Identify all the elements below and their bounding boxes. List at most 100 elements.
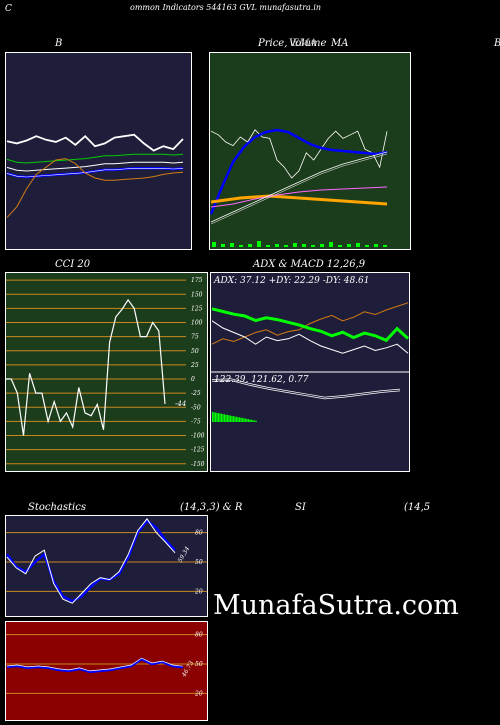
volume-bar [320, 244, 324, 247]
cci-tick-label: 100 [191, 320, 203, 327]
macd-histogram-bar [212, 412, 214, 422]
stoch-tick-label: 20 [194, 588, 203, 595]
macd-histogram-bar [240, 417, 242, 422]
cci-tick-label: 0 [191, 376, 195, 383]
macd-histogram-bar [255, 420, 257, 422]
macd-histogram-bar [234, 416, 236, 422]
stoch-d-line [5, 519, 176, 603]
volume-bar [284, 245, 288, 247]
macd-histogram-bar [221, 413, 223, 422]
macd-histogram-bar [248, 419, 250, 422]
rsi-tick-label: 50 [195, 661, 203, 668]
price-ma-white [210, 151, 388, 223]
rsi-tick-label: 80 [195, 632, 203, 639]
macd-histogram-bar [249, 419, 251, 422]
price-ema-label: EMA [292, 38, 317, 49]
rsi-params: (14,5 [404, 502, 431, 513]
cci-tick-label: -100 [191, 433, 205, 440]
bollinger-chart [5, 52, 192, 250]
macd-histogram-bar [245, 418, 247, 422]
cci-tick-label: 125 [191, 305, 203, 312]
corner-letter: C [5, 4, 12, 14]
stoch-params: (14,3,3) & R [180, 502, 243, 513]
bb-orange-ma [6, 158, 184, 218]
volume-bar [329, 242, 333, 247]
bb-title: B [55, 38, 63, 49]
macd-histogram-bar [215, 412, 217, 422]
volume-bar [230, 243, 234, 247]
macd-histogram-bar [216, 412, 218, 422]
page-title: ommon Indicators 544163 GVL munafasutra.… [130, 3, 322, 12]
cci-last-label: -44 [175, 400, 186, 408]
cci-title: CCI 20 [55, 259, 91, 270]
cci-chart: 175 150 125 100 75 50 25 0 -25 -50 -75 -100 -125 -150… [5, 272, 208, 472]
bb-lower-band-edge [6, 168, 184, 178]
macd-histogram-bar [237, 417, 239, 422]
volume-bar [311, 245, 315, 247]
rsi-tick-label: 20 [194, 690, 203, 697]
cci-tick-label: -25 [191, 390, 201, 397]
volume-bar [374, 244, 378, 247]
rsi-line-white [6, 657, 184, 672]
bb-upper-band [6, 153, 184, 164]
stoch-title: Stochastics [28, 502, 86, 513]
volume-bar [275, 244, 279, 247]
bb-right-letter: B [494, 38, 500, 49]
adx-readout: ADX: 37.12 +DY: 22.29 -DY: 48.61 [214, 276, 370, 286]
cci-tick-label: 150 [191, 291, 203, 298]
volume-bar [248, 244, 252, 247]
adx-macd-chart [210, 272, 410, 472]
cci-tick-label: 175 [191, 277, 203, 284]
stoch-tick-label: 50 [195, 559, 203, 566]
macd-histogram-bar [218, 413, 220, 422]
volume-bar [365, 245, 369, 247]
macd-histogram-bar [236, 416, 238, 422]
macd-signal-inner [211, 379, 401, 399]
macd-histogram-bar [228, 415, 230, 422]
volume-bar [356, 243, 360, 247]
cci-tick-label: -75 [191, 418, 201, 425]
volume-bar [347, 244, 351, 247]
price-ma-white-2 [210, 153, 388, 225]
macd-histogram-bar [222, 414, 224, 422]
rsi-title: SI [295, 502, 306, 513]
bb-price-line [6, 133, 184, 152]
price-ma-label: MA [331, 38, 349, 49]
volume-bar [293, 243, 297, 247]
volume-bar [257, 241, 261, 247]
adx-title: ADX & MACD 12,26,9 [253, 259, 366, 270]
volume-bar [338, 245, 342, 247]
price-background [209, 52, 411, 250]
stoch-k-line [6, 518, 176, 604]
price-chart [209, 52, 411, 250]
cci-tick-label: -125 [191, 447, 205, 454]
macd-histogram-bar [233, 416, 235, 422]
macd-histogram-bar [254, 420, 256, 422]
cci-line [5, 298, 166, 436]
watermark: MunafaSutra.com [213, 590, 459, 621]
cci-background [5, 272, 208, 472]
cci-tick-label: 50 [191, 348, 199, 355]
volume-bar [302, 244, 306, 247]
volume-bar [239, 245, 243, 247]
cci-tick-label: -150 [191, 461, 205, 468]
volume-bar [266, 245, 270, 247]
price-ma-orange [210, 194, 388, 206]
adx-minus-dy-line [211, 320, 409, 354]
macd-histogram-bar [242, 418, 244, 422]
bb-middle-line [6, 161, 184, 172]
macd-histogram-bar [251, 419, 253, 422]
macd-histogram-bar [227, 415, 229, 422]
macd-histogram-bar [219, 413, 221, 422]
macd-histogram-bar [230, 415, 232, 422]
cci-tick-label: -50 [191, 404, 201, 411]
price-close-line [210, 129, 388, 179]
adx-line [211, 307, 410, 343]
cci-tick-label: 75 [191, 334, 199, 341]
price-volume-label: Volume [289, 38, 327, 49]
cci-tick-label: 25 [190, 362, 199, 369]
price-ma-pink [210, 186, 388, 208]
macd-histogram-bar [246, 418, 248, 422]
